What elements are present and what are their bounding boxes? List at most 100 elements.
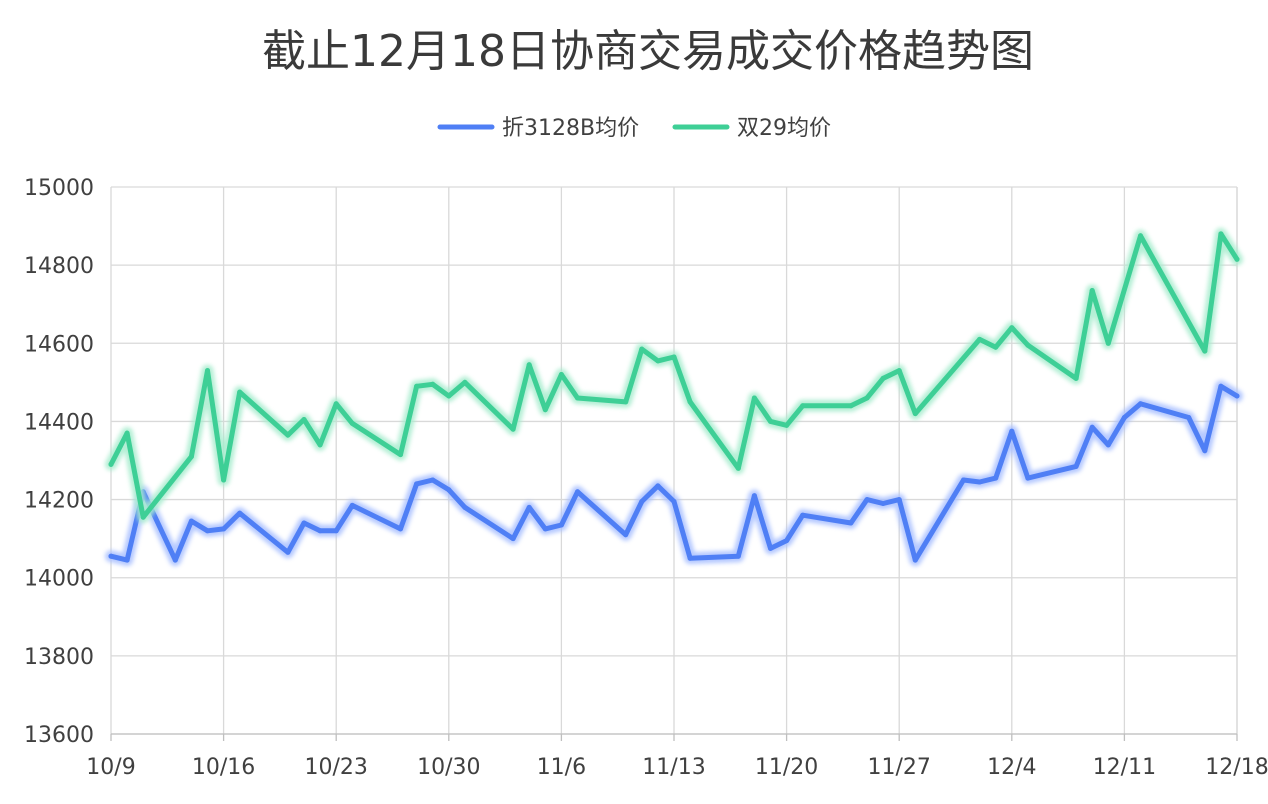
x-tick-label: 12/11	[1093, 755, 1156, 780]
data-point	[446, 487, 452, 493]
y-tick-label: 13600	[24, 723, 94, 748]
data-point	[205, 368, 210, 374]
y-tick-label: 15000	[24, 176, 94, 201]
data-point	[1025, 475, 1031, 481]
data-point	[768, 418, 773, 424]
data-point	[800, 403, 806, 409]
data-point	[1009, 428, 1015, 434]
data-point	[1234, 256, 1240, 262]
data-point	[349, 502, 355, 508]
data-point	[1202, 348, 1208, 354]
data-point	[333, 401, 339, 407]
data-point	[864, 497, 870, 503]
y-tick-label: 14000	[24, 567, 94, 592]
data-point	[1105, 340, 1111, 346]
data-point	[558, 372, 564, 377]
data-point	[896, 368, 902, 374]
data-point	[687, 399, 693, 405]
x-tick-label: 11/6	[537, 755, 586, 780]
data-point	[961, 477, 966, 483]
series-line	[108, 231, 1240, 520]
x-tick-label: 10/9	[86, 755, 135, 780]
data-point	[285, 432, 291, 438]
x-tick-label: 10/23	[304, 755, 367, 780]
data-point	[221, 526, 227, 532]
y-tick-label: 14400	[24, 410, 94, 435]
data-point	[1218, 383, 1224, 389]
data-point	[542, 407, 548, 413]
data-point	[462, 379, 468, 385]
data-point	[333, 528, 339, 534]
data-point	[510, 536, 516, 542]
data-point	[414, 481, 420, 487]
series-lines	[105, 227, 1243, 567]
data-point	[172, 557, 178, 563]
data-point	[751, 493, 757, 499]
data-point	[768, 545, 773, 551]
legend: 折3128B均价 双29均价	[437, 116, 831, 141]
data-point	[398, 526, 403, 532]
data-point	[864, 395, 870, 401]
data-point	[784, 538, 790, 544]
data-point	[623, 532, 629, 538]
data-point	[1186, 415, 1192, 420]
data-point	[462, 504, 468, 510]
data-point	[510, 426, 516, 432]
data-point	[430, 477, 436, 483]
data-point	[237, 389, 243, 395]
data-point	[317, 442, 323, 448]
data-point	[1234, 393, 1240, 399]
data-point	[1218, 231, 1224, 237]
y-tick-label: 14800	[24, 254, 94, 279]
data-point	[671, 499, 677, 504]
data-point	[735, 553, 741, 559]
data-point	[655, 358, 661, 364]
axes: 13600 13800 14000 14200 14400 14600 14800 15000…	[24, 176, 1268, 780]
data-point	[912, 411, 918, 417]
data-point	[687, 555, 693, 561]
data-point	[784, 422, 790, 428]
x-tick-label: 10/30	[417, 755, 480, 780]
x-tick-label: 11/27	[867, 755, 930, 780]
data-point	[1089, 424, 1095, 430]
data-point	[575, 489, 580, 495]
data-point	[446, 393, 452, 399]
chart-title: 截止12月18日协商交易成交价格趋势图	[262, 26, 1034, 77]
data-point	[880, 375, 886, 381]
data-point	[993, 475, 999, 481]
data-point	[896, 497, 902, 503]
data-point	[623, 399, 629, 405]
x-tick-label: 12/4	[987, 755, 1036, 780]
legend-item[interactable]: 双29均价	[672, 116, 831, 141]
data-point	[140, 514, 146, 520]
legend-item[interactable]: 折3128B均价	[437, 116, 639, 141]
data-point	[993, 344, 999, 350]
data-point	[542, 526, 548, 532]
data-point	[221, 477, 227, 483]
data-point	[108, 553, 114, 559]
data-point	[414, 383, 420, 389]
data-point	[912, 557, 918, 563]
data-point	[1121, 415, 1127, 420]
data-point	[751, 395, 757, 401]
data-point	[1073, 463, 1079, 469]
series-1	[105, 380, 1243, 567]
x-tick-label: 11/20	[755, 755, 818, 780]
data-point	[1073, 375, 1079, 381]
data-point	[124, 557, 130, 563]
data-point	[188, 518, 194, 524]
data-point	[188, 454, 194, 460]
data-point	[1009, 325, 1015, 331]
data-point	[1138, 233, 1143, 239]
data-point	[526, 362, 532, 368]
data-point	[430, 381, 436, 387]
data-point	[526, 504, 532, 510]
y-tick-label: 13800	[24, 645, 94, 670]
data-point	[349, 420, 355, 426]
series-2	[105, 227, 1243, 524]
data-point	[398, 452, 403, 458]
data-point	[1089, 288, 1095, 293]
data-point	[639, 346, 645, 352]
